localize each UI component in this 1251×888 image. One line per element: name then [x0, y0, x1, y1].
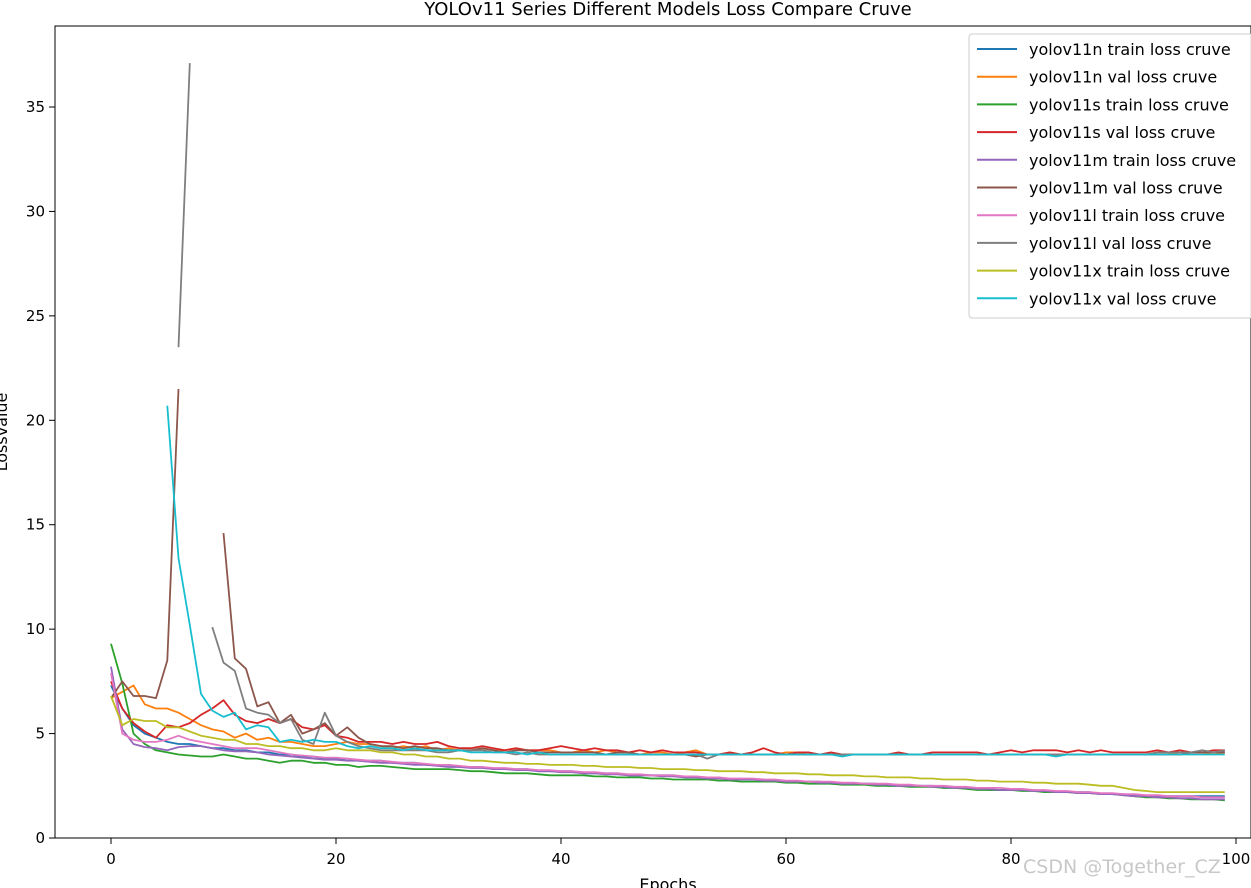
x-tick-label: 20	[326, 850, 345, 868]
y-tick-label: 5	[35, 725, 45, 743]
series-line	[110, 681, 1225, 756]
series-line	[166, 405, 1225, 758]
y-axis-title: Lossvalue	[0, 393, 11, 472]
legend-label: yolov11x train loss cruve	[1029, 262, 1230, 281]
x-axis: 0 20 40 60 80 100	[106, 838, 1250, 868]
x-tick-label: 40	[551, 850, 570, 868]
y-tick-label: 25	[26, 307, 45, 325]
y-axis: 0 5 10 15 20 25 30 35	[26, 98, 55, 847]
legend-label: yolov11m train loss cruve	[1029, 151, 1236, 170]
series-line	[110, 672, 1225, 799]
legend: yolov11n train loss cruve yolov11n val lo…	[968, 33, 1251, 319]
watermark: CSDN @Together_CZ	[1023, 856, 1221, 878]
x-tick-label: 100	[1222, 850, 1251, 868]
legend-label: yolov11l train loss cruve	[1029, 206, 1225, 225]
x-tick-label: 60	[776, 850, 795, 868]
legend-label: yolov11l val loss cruve	[1029, 234, 1211, 253]
legend-label: yolov11s val loss cruve	[1029, 123, 1215, 142]
y-tick-label: 30	[26, 202, 45, 220]
x-tick-label: 0	[106, 850, 116, 868]
y-tick-label: 20	[26, 411, 45, 429]
series-line	[110, 695, 1225, 793]
y-tick-label: 35	[26, 98, 45, 116]
legend-label: yolov11x val loss cruve	[1029, 289, 1217, 308]
x-axis-title: Epochs	[639, 875, 696, 888]
legend-label: yolov11n val loss cruve	[1029, 68, 1217, 87]
x-tick-label: 80	[1001, 850, 1020, 868]
y-tick-label: 15	[26, 516, 45, 534]
y-tick-label: 10	[26, 620, 45, 638]
series-line	[110, 388, 1225, 758]
chart-title: YOLOv11 Series Different Models Loss Com…	[423, 0, 912, 20]
plot-frame	[54, 25, 1251, 839]
legend-label: yolov11s train loss cruve	[1029, 95, 1229, 114]
legend-label: yolov11m val loss cruve	[1029, 179, 1223, 198]
series-line	[110, 666, 1225, 801]
plot-lines	[110, 63, 1225, 802]
legend-label: yolov11n train loss cruve	[1029, 40, 1231, 59]
y-tick-label: 0	[35, 829, 45, 847]
legend-box	[968, 33, 1251, 319]
